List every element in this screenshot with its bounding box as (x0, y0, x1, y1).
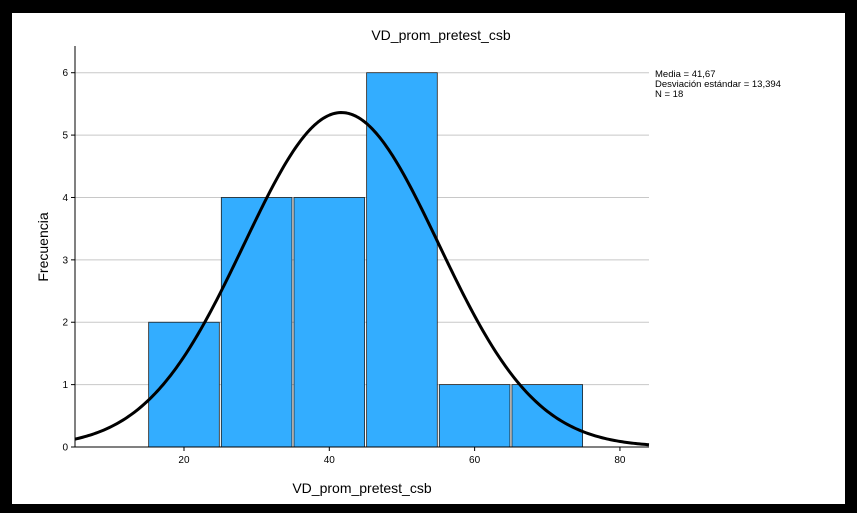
axes (71, 46, 649, 451)
y-tick-label-0: 0 (62, 443, 68, 454)
histogram-bar-4 (366, 72, 438, 448)
stats-box: Media = 41,67 Desviación estándar = 13,3… (655, 69, 781, 100)
x-tick-label-40: 40 (324, 455, 336, 466)
y-tick-label-2: 2 (62, 318, 68, 329)
stats-sd: Desviación estándar = 13,394 (655, 79, 781, 90)
tick-labels: 0 1 2 3 4 5 6 20 40 60 80 (62, 68, 625, 466)
y-tick-label-3: 3 (62, 255, 68, 266)
y-axis-title: Frecuencia (35, 212, 51, 281)
x-tick-label-80: 80 (614, 455, 626, 466)
y-tick-label-4: 4 (62, 193, 68, 204)
histogram-bar-3 (293, 197, 366, 448)
normal-curve (74, 111, 650, 447)
y-tick-label-5: 5 (62, 131, 68, 142)
x-axis-title: VD_prom_pretest_csb (292, 480, 432, 496)
histogram-bar-2 (220, 197, 293, 448)
bars (148, 72, 584, 448)
y-tick-label-1: 1 (62, 380, 68, 391)
y-tick-label-6: 6 (62, 68, 68, 79)
normal-curve-line (74, 111, 650, 447)
stats-mean: Media = 41,67 (655, 69, 715, 80)
stats-n: N = 18 (655, 89, 683, 100)
histogram-bar-6 (511, 384, 584, 448)
histogram-bar-1 (148, 321, 220, 448)
histogram-bar-5 (438, 384, 511, 448)
chart-title: VD_prom_pretest_csb (371, 27, 511, 43)
x-tick-label-60: 60 (469, 455, 481, 466)
x-tick-label-20: 20 (178, 455, 190, 466)
